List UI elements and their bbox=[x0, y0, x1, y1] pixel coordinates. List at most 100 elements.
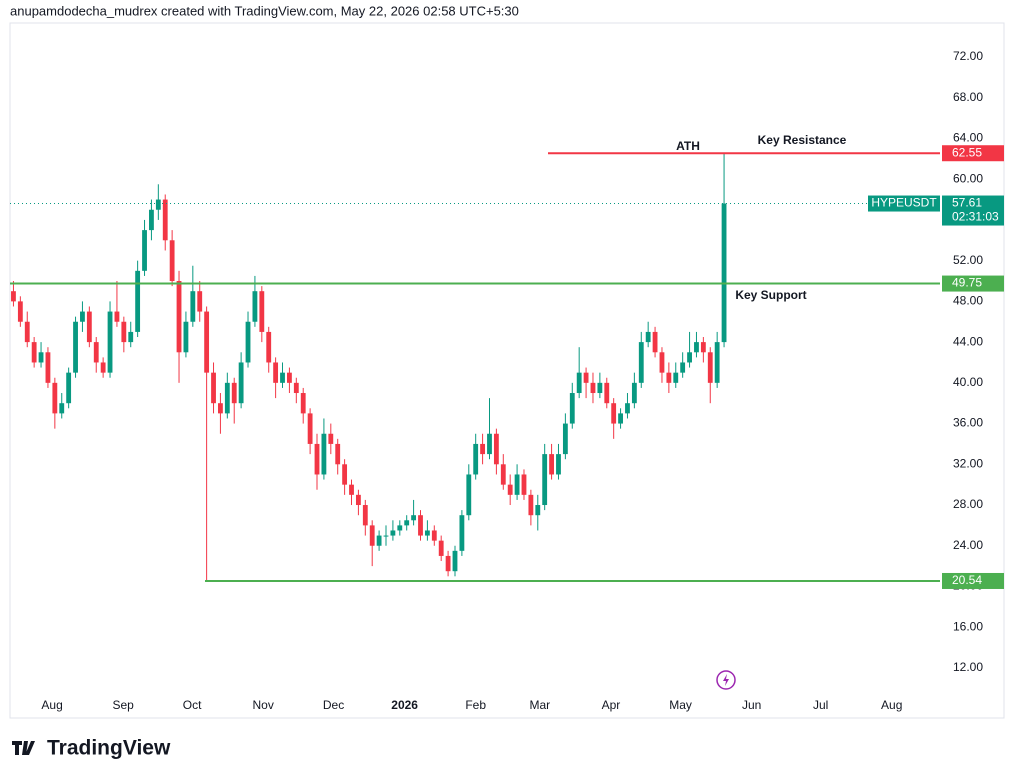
y-tick-label: 72.00 bbox=[953, 49, 983, 63]
chart-frame bbox=[9, 22, 1005, 719]
candle-body bbox=[590, 382, 596, 394]
candle-body bbox=[680, 362, 686, 373]
candle-body bbox=[687, 352, 692, 363]
x-tick-label: Jun bbox=[742, 698, 761, 712]
candle-body bbox=[93, 342, 99, 363]
candle-body bbox=[618, 413, 623, 424]
candle-body bbox=[549, 454, 554, 475]
y-tick-label: 32.00 bbox=[953, 456, 983, 470]
candle-body bbox=[80, 311, 85, 322]
candle-body bbox=[307, 413, 313, 444]
y-tick-label: 48.00 bbox=[953, 294, 983, 308]
annotation: Key Support bbox=[735, 288, 806, 302]
candle-body bbox=[59, 403, 65, 414]
candle-body bbox=[714, 342, 720, 383]
y-tick-label: 40.00 bbox=[953, 375, 983, 389]
y-tick-label: 52.00 bbox=[953, 253, 983, 267]
level-label: 62.55 bbox=[952, 145, 982, 159]
x-tick-label: Aug bbox=[881, 698, 902, 712]
last-price-box bbox=[942, 195, 1004, 226]
candle-body bbox=[121, 321, 127, 343]
candle-body bbox=[390, 530, 396, 536]
candle-body bbox=[100, 362, 106, 373]
candle-body bbox=[376, 535, 382, 546]
candle-body bbox=[286, 372, 292, 383]
candle-body bbox=[183, 321, 189, 353]
candle-body bbox=[45, 352, 51, 383]
candle-body bbox=[149, 209, 154, 231]
countdown-label: 02:31:03 bbox=[952, 210, 999, 224]
symbol-label: HYPEUSDT bbox=[871, 196, 937, 210]
candle-body bbox=[597, 382, 603, 394]
x-tick-label: Dec bbox=[323, 698, 344, 712]
candle-body bbox=[107, 311, 113, 373]
candle-body bbox=[266, 331, 272, 363]
candle-body bbox=[238, 362, 244, 404]
candle-body bbox=[666, 372, 672, 383]
candle-body bbox=[17, 301, 23, 322]
candle-body bbox=[293, 382, 299, 394]
candle-body bbox=[231, 382, 237, 404]
candle-body bbox=[424, 530, 430, 536]
candle-body bbox=[397, 525, 403, 531]
candle-body bbox=[31, 342, 37, 363]
candle-body bbox=[418, 515, 423, 536]
x-tick-label: Nov bbox=[253, 698, 274, 712]
candle-body bbox=[583, 372, 589, 383]
y-tick-label: 24.00 bbox=[953, 538, 983, 552]
candle-body bbox=[652, 331, 658, 353]
logo-text: TradingView bbox=[47, 737, 171, 760]
candle-body bbox=[625, 403, 630, 414]
candle-body bbox=[480, 443, 486, 455]
x-tick-label: Jul bbox=[813, 698, 828, 712]
candle-body bbox=[576, 372, 582, 394]
candle-body bbox=[431, 530, 437, 541]
candle-body bbox=[673, 372, 679, 383]
y-tick-label: 68.00 bbox=[953, 90, 983, 104]
candle-body bbox=[562, 423, 568, 455]
candle-body bbox=[204, 311, 210, 373]
last-price-label: 57.61 bbox=[952, 196, 982, 210]
candle-body bbox=[66, 372, 72, 404]
candle-body bbox=[473, 443, 479, 475]
candle-body bbox=[300, 393, 306, 414]
candle-body bbox=[224, 382, 230, 414]
y-tick-label: 64.00 bbox=[953, 131, 983, 145]
candle-body bbox=[114, 311, 120, 322]
candle-body bbox=[638, 342, 644, 383]
candle-body bbox=[24, 321, 30, 343]
candle-body bbox=[493, 433, 499, 465]
candle-body bbox=[321, 433, 327, 475]
logo-icon bbox=[12, 741, 35, 755]
y-tick-label: 44.00 bbox=[953, 334, 983, 348]
y-tick-label: 60.00 bbox=[953, 171, 983, 185]
candle-body bbox=[86, 311, 92, 343]
candle-body bbox=[404, 520, 410, 526]
candle-body bbox=[611, 403, 617, 424]
candle-body bbox=[135, 270, 141, 332]
level-label: 49.75 bbox=[952, 276, 982, 290]
candle-body bbox=[707, 352, 713, 383]
candle-body bbox=[52, 382, 58, 414]
level-label: 20.54 bbox=[952, 573, 982, 587]
candle-body bbox=[487, 433, 492, 455]
candle-body bbox=[252, 291, 258, 322]
candle-body bbox=[190, 291, 196, 322]
candle-body bbox=[162, 199, 168, 241]
candle-body bbox=[631, 382, 637, 404]
candle-body bbox=[11, 291, 16, 302]
candle-body bbox=[369, 525, 375, 546]
candle-body bbox=[604, 382, 610, 404]
candle-body bbox=[349, 484, 354, 495]
x-tick-label: Feb bbox=[465, 698, 486, 712]
candle-body bbox=[355, 494, 361, 506]
candle-body bbox=[383, 535, 389, 537]
candle-body bbox=[245, 321, 251, 363]
candle-body bbox=[645, 331, 651, 343]
candle-body bbox=[528, 494, 534, 516]
candle-body bbox=[535, 505, 541, 516]
annotation: ATH bbox=[676, 139, 700, 153]
candle-body bbox=[452, 550, 458, 572]
header: anupamdodecha_mudrex created with Tradin… bbox=[10, 3, 519, 18]
